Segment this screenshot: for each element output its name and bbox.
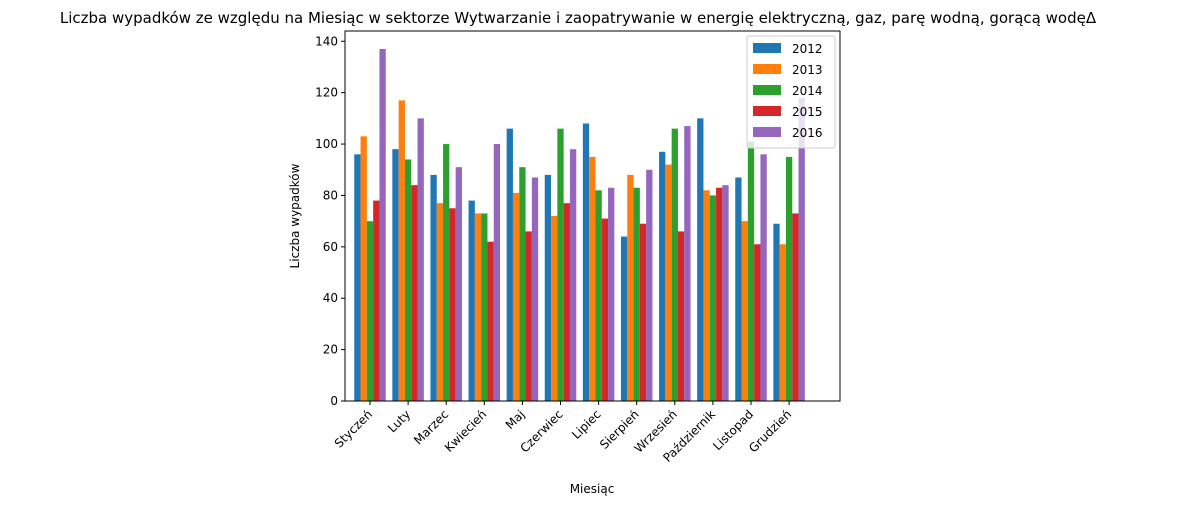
bar-2013-Maj [512, 192, 520, 402]
bar-2013-Lipiec [589, 156, 596, 401]
bar-2012-Listopad [735, 177, 742, 401]
bar-2014-Październik [709, 195, 717, 401]
bar-2016-Listopad [760, 154, 767, 401]
bar-2013-Listopad [741, 221, 748, 401]
bar-2013-Październik [703, 190, 710, 401]
y-tick-label: 60 [323, 240, 338, 254]
bar-2014-Czerwiec [557, 128, 564, 401]
bar-2013-Marzec [436, 203, 444, 401]
chart-title: Liczba wypadków ze względu na Miesiąc w … [60, 9, 1097, 27]
bar-2014-Maj [519, 167, 526, 401]
bar-2014-Sierpień [633, 187, 640, 401]
bar-2012-Luty [392, 149, 399, 401]
bar-2014-Luty [404, 159, 412, 401]
bar-2014-Listopad [747, 141, 755, 402]
x-tick-label: Lipiec [569, 407, 604, 442]
x-tick-label: Kwiecień [442, 407, 490, 455]
bar-2015-Lipiec [601, 218, 609, 401]
y-tick-label: 120 [315, 86, 338, 100]
legend-label-2013: 2013 [792, 63, 823, 77]
legend-label-2014: 2014 [792, 84, 823, 98]
bar-2013-Czerwiec [551, 216, 558, 401]
bar-2016-Lipiec [608, 187, 615, 401]
y-axis-label: Liczba wypadków [288, 163, 302, 268]
legend-swatch-2015 [753, 106, 781, 116]
legend-swatch-2014 [753, 85, 781, 95]
x-tick-label: Styczeń [332, 407, 375, 450]
bar-2013-Wrzesień [665, 164, 672, 401]
legend-label-2016: 2016 [792, 126, 823, 140]
bar-2014-Grudzień [785, 156, 793, 401]
y-tick-label: 40 [323, 291, 338, 305]
bar-2016-Sierpień [646, 169, 653, 401]
bar-2012-Sierpień [620, 236, 628, 401]
bar-2014-Wrzesień [671, 128, 678, 401]
bar-2012-Kwiecień [468, 200, 475, 401]
bar-2016-Styczeń [379, 48, 386, 402]
bar-2012-Styczeń [354, 154, 361, 401]
y-tick-label: 100 [315, 137, 338, 151]
y-axis: 0 20 40 60 80 100 120 140 [315, 34, 345, 408]
bar-2014-Styczeń [366, 221, 374, 401]
y-tick-label: 0 [330, 394, 338, 408]
bar-2016-Październik [722, 185, 729, 401]
bar-2016-Maj [531, 177, 539, 401]
legend-swatch-2012 [753, 43, 781, 53]
bar-2012-Marzec [430, 174, 437, 401]
bar-2014-Kwiecień [481, 213, 488, 401]
y-tick-label: 140 [315, 34, 338, 48]
legend-swatch-2016 [753, 127, 781, 137]
bar-2016-Wrzesień [684, 126, 691, 401]
y-tick-label: 20 [323, 343, 338, 357]
bar-2012-Czerwiec [544, 174, 552, 401]
bar-2016-Luty [417, 118, 424, 402]
bar-2012-Październik [697, 118, 704, 402]
bar-2012-Lipiec [582, 123, 590, 401]
bar-2015-Marzec [449, 208, 456, 401]
bar-2015-Listopad [754, 244, 761, 401]
x-tick-label: Maj [503, 407, 528, 432]
bar-2013-Sierpień [627, 174, 634, 401]
bar-2015-Kwiecień [487, 241, 494, 401]
bar-2012-Wrzesień [659, 151, 666, 401]
bar-2016-Grudzień [798, 97, 805, 401]
plot-frame [344, 30, 841, 402]
x-axis-label: Miesiąc [570, 482, 615, 496]
legend-label-2015: 2015 [792, 105, 823, 119]
bar-2013-Styczeń [360, 136, 367, 401]
bar-2015-Luty [411, 185, 418, 401]
x-tick-label: Luty [385, 407, 413, 435]
bar-2016-Czerwiec [569, 149, 577, 401]
bar-2015-Maj [525, 231, 532, 401]
bar-2012-Maj [506, 128, 513, 401]
bar-2015-Grudzień [792, 213, 799, 401]
legend-swatch-2013 [753, 64, 781, 74]
bar-2014-Marzec [443, 144, 450, 401]
y-tick-label: 80 [323, 188, 338, 202]
bar-2013-Grudzień [779, 244, 786, 401]
bar-2015-Październik [716, 187, 723, 401]
bar-2016-Marzec [455, 167, 462, 401]
legend: 2012 2013 2014 2015 2016 [746, 35, 836, 149]
bar-2012-Grudzień [773, 223, 780, 401]
legend-label-2012: 2012 [792, 42, 823, 56]
bar-2016-Kwiecień [493, 144, 501, 401]
bar-2015-Sierpień [639, 223, 647, 401]
bars-group [354, 48, 805, 402]
bar-2014-Lipiec [595, 190, 602, 401]
bar-2013-Luty [398, 100, 405, 402]
bar-2015-Czerwiec [563, 203, 570, 401]
bar-2015-Styczeń [373, 200, 380, 401]
bar-2013-Kwiecień [474, 213, 482, 401]
bar-2015-Wrzesień [677, 231, 685, 401]
